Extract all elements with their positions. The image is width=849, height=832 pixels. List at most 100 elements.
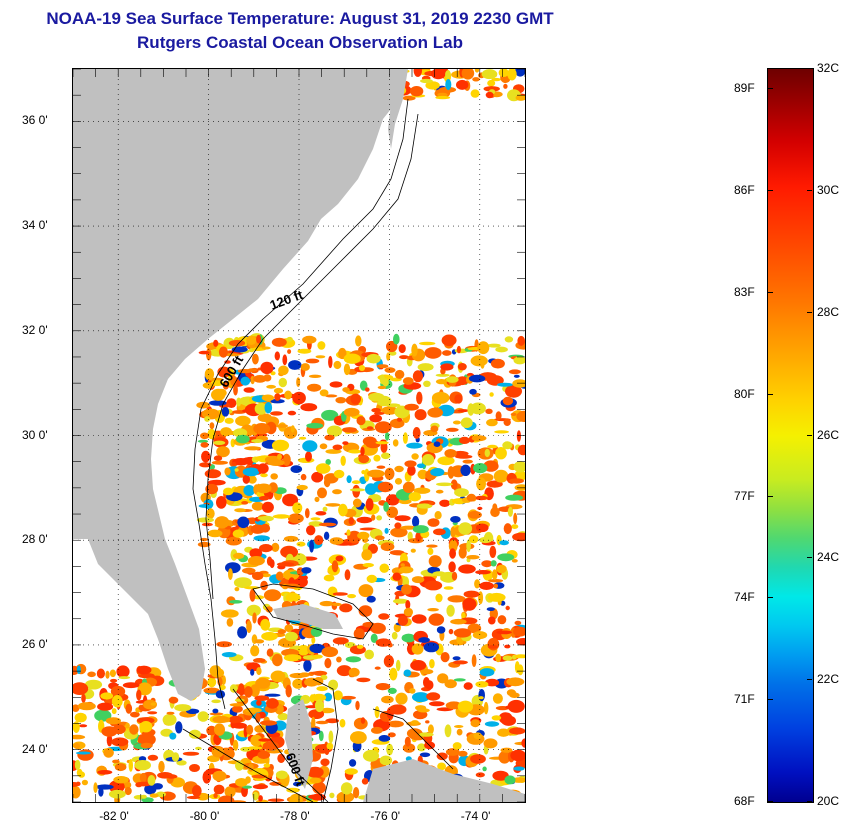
sst-patch <box>238 683 245 696</box>
sst-patch <box>415 531 422 542</box>
sst-patch <box>315 355 326 359</box>
sst-patch <box>516 410 525 422</box>
sst-patch <box>500 747 513 753</box>
sst-patch <box>487 343 501 348</box>
sst-patch <box>375 683 391 691</box>
sst-patch <box>280 545 298 559</box>
sst-patch <box>468 535 479 544</box>
sst-patch <box>332 637 349 645</box>
sst-patch <box>270 411 283 416</box>
land-outer-banks <box>388 69 408 149</box>
lat-tick-label: 24 0' <box>22 741 48 756</box>
sst-patch <box>256 334 262 344</box>
sst-patch <box>271 337 287 347</box>
sst-patch <box>246 604 261 617</box>
sst-patch <box>273 387 284 394</box>
sst-patch <box>384 367 396 373</box>
sst-patch <box>256 667 262 676</box>
sst-patch <box>340 455 346 466</box>
sst-patch <box>257 463 269 474</box>
sst-patch <box>218 346 228 358</box>
sst-patch <box>458 522 473 535</box>
sst-patch <box>332 444 343 451</box>
sst-map: 120 ft 600 ft 600 ft <box>72 68 526 803</box>
sst-patch <box>454 488 469 497</box>
sst-patch <box>429 659 435 669</box>
sst-patch <box>478 696 484 700</box>
sst-patch <box>398 566 414 574</box>
sst-patch <box>437 92 448 97</box>
sst-patch <box>428 501 434 505</box>
sst-patch <box>401 584 412 595</box>
sst-patch <box>149 793 159 798</box>
sst-patch <box>250 734 263 747</box>
colorbar-fahrenheit-label: 86F <box>734 183 755 198</box>
sst-patch <box>489 545 497 558</box>
sst-patch <box>374 421 392 434</box>
sst-patch <box>399 355 409 360</box>
sst-patch <box>353 628 365 640</box>
lon-tick-label: -74 0' <box>460 809 491 823</box>
sst-patch <box>486 480 503 488</box>
sst-patch <box>130 711 140 718</box>
sst-patch <box>400 525 417 530</box>
sst-patch <box>336 791 355 802</box>
sst-patch <box>249 588 256 602</box>
sst-patch <box>200 432 210 440</box>
sst-patch <box>287 349 292 354</box>
sst-patch <box>407 465 416 476</box>
sst-patch <box>312 693 327 702</box>
sst-patch <box>287 410 297 416</box>
graticule <box>73 69 525 802</box>
sst-patch <box>209 422 215 430</box>
sst-patch <box>207 529 223 538</box>
sst-patch <box>509 478 524 484</box>
sst-patch <box>139 721 153 733</box>
sst-patch <box>244 686 253 698</box>
sst-patch <box>366 574 377 583</box>
sst-patch <box>76 768 83 777</box>
sst-patch <box>212 770 227 782</box>
sst-patch <box>494 430 509 434</box>
sst-patch <box>93 782 98 794</box>
sst-patch <box>498 69 509 77</box>
sst-patch <box>485 408 493 414</box>
sst-patch <box>493 469 509 483</box>
sst-patch <box>264 455 281 464</box>
sst-patch <box>277 629 286 635</box>
sst-patch <box>484 448 490 458</box>
sst-patch <box>357 531 370 540</box>
sst-patch <box>412 525 429 534</box>
sst-patch <box>417 363 434 372</box>
sst-patch <box>411 643 424 655</box>
sst-patch <box>511 559 518 563</box>
sst-patch <box>342 387 350 393</box>
sst-patch <box>377 385 387 390</box>
sst-patch <box>219 684 226 691</box>
sst-patch <box>408 492 421 502</box>
sst-patch <box>486 418 498 427</box>
sst-patch <box>409 86 424 97</box>
lat-tick-label: 32 0' <box>22 322 48 337</box>
sst-patch <box>343 363 351 376</box>
sst-patch <box>98 787 104 797</box>
sst-patch <box>272 653 283 667</box>
sst-patch <box>339 718 346 728</box>
sst-patch <box>355 335 362 347</box>
sst-patch <box>449 548 456 559</box>
sst-patch <box>492 770 509 781</box>
sst-patch <box>204 416 211 422</box>
sst-patch <box>389 667 398 681</box>
sst-patch <box>301 567 312 574</box>
sst-patch <box>288 513 304 524</box>
sst-patch <box>479 581 494 591</box>
sst-patch <box>299 672 310 678</box>
sst-patch <box>265 606 273 613</box>
sst-patch <box>201 522 213 527</box>
sst-patch <box>346 529 351 536</box>
sst-patch <box>475 570 491 575</box>
sst-patch <box>232 722 247 729</box>
sst-patch <box>427 547 434 555</box>
sst-patch <box>413 487 431 494</box>
sst-patch <box>513 626 525 637</box>
